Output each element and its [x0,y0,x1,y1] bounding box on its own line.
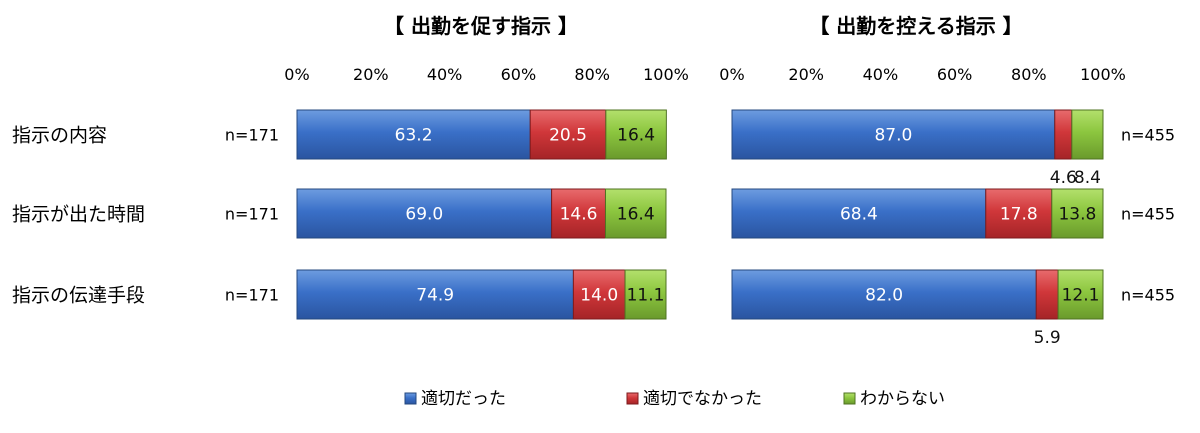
data-label: 14.6 [560,205,598,225]
x-tick-label: 0% [284,65,309,84]
data-label: 11.1 [627,286,665,306]
bar-segment [296,109,531,160]
data-label: 13.8 [1058,205,1096,225]
row-label: 指示の伝達手段 [12,285,145,307]
n-label: n=455 [1121,126,1175,145]
right-panel-title: 【 出勤を控える指示 】 [809,14,1022,38]
bar-segment [296,269,574,320]
row-label: 指示が出た時間 [12,204,145,226]
x-tick-label: 40% [427,65,463,84]
bar-segment [604,188,667,239]
data-label: 16.4 [617,205,655,225]
n-label: n=455 [1121,205,1175,224]
x-tick-label: 80% [574,65,610,84]
bar-segment [731,109,1056,160]
x-tick-label: 100% [1080,65,1126,84]
x-tick-label: 0% [719,65,744,84]
bar-segment [624,269,667,320]
data-label: 63.2 [395,126,433,146]
bar-segment [1035,269,1059,320]
data-label: 87.0 [874,126,912,146]
bar-segment [1051,188,1104,239]
x-tick-label: 20% [788,65,824,84]
x-tick-label: 20% [353,65,389,84]
bar-segment [605,109,667,160]
n-label: n=171 [225,286,279,305]
data-label: 16.4 [617,126,655,146]
x-tick-label: 60% [937,65,973,84]
data-label: 69.0 [405,205,443,225]
x-tick-label: 40% [863,65,899,84]
n-label: n=171 [225,126,279,145]
bar-segment [551,188,606,239]
data-label: 20.5 [549,126,587,146]
bar-segment [572,269,626,320]
bar-segment [731,269,1037,320]
data-label: 68.4 [840,205,878,225]
data-label: 17.8 [1000,205,1038,225]
left-panel-title: 【 出勤を促す指示 】 [384,14,578,38]
bar-segment [1071,109,1104,160]
bar-segment [529,109,607,160]
x-tick-label: 80% [1011,65,1047,84]
row-label: 指示の内容 [12,125,107,147]
legend-swatch [843,392,856,405]
legend-swatch [626,392,639,405]
bar-segment [985,188,1053,239]
data-label: 5.9 [1034,328,1061,348]
legend-label: 適切でなかった [643,389,762,409]
x-tick-label: 100% [643,65,689,84]
n-label: n=455 [1121,286,1175,305]
data-label: 8.4 [1074,168,1101,188]
bar-segment [1054,109,1073,160]
data-label: 12.1 [1062,286,1100,306]
data-label: 14.0 [580,286,618,306]
bar-segment [1057,269,1104,320]
data-label: 4.6 [1050,168,1077,188]
legend-label: 適切だった [421,389,506,409]
x-tick-label: 60% [501,65,537,84]
bar-segment [296,188,553,239]
legend-swatch [404,392,417,405]
legend-label: わからない [860,389,945,409]
data-label: 74.9 [416,286,454,306]
n-label: n=171 [225,205,279,224]
data-label: 82.0 [865,286,903,306]
